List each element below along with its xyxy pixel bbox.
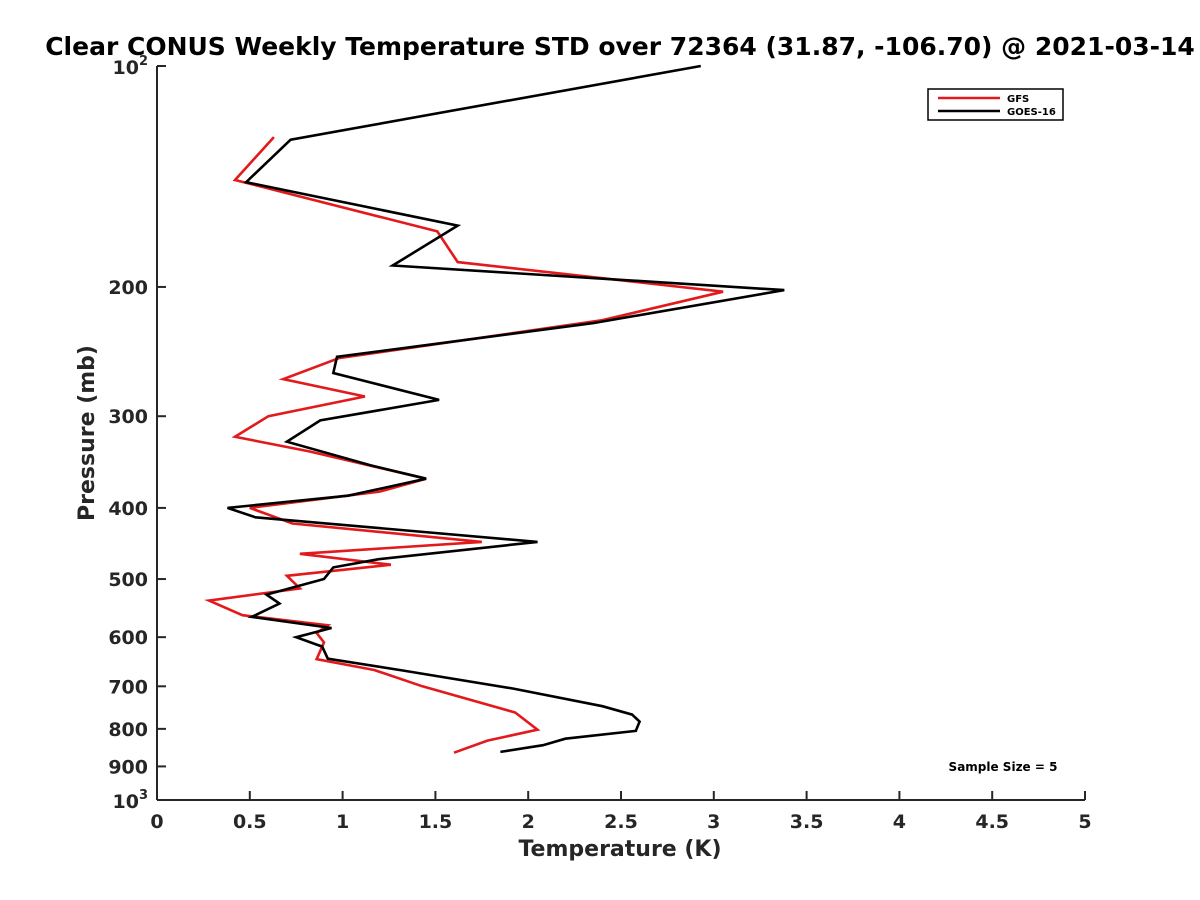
x-axis-label: Temperature (K) xyxy=(518,837,721,862)
y-tick-label: 800 xyxy=(108,719,148,741)
x-tick-label: 2 xyxy=(522,811,535,833)
x-tick-label: 2.5 xyxy=(604,811,638,833)
y-tick-label: 300 xyxy=(108,406,148,428)
y-tick-label-base: 10 xyxy=(113,57,139,79)
y-tick-label-base: 10 xyxy=(113,791,139,813)
legend-entry-label: GOES-16 xyxy=(1007,107,1056,118)
y-tick-label-exponent: 2 xyxy=(139,54,148,69)
x-tick-label: 5 xyxy=(1078,811,1091,833)
legend-box xyxy=(927,88,1064,121)
y-tick-label: 400 xyxy=(108,498,148,520)
y-axis-label: Pressure (mb) xyxy=(75,345,100,521)
y-tick-label: 600 xyxy=(108,627,148,649)
x-axis: 0 0.5 1 1.5 2 2.5 3 3.5 4 4.5 5 xyxy=(150,791,1092,833)
x-tick-label: 1 xyxy=(336,811,349,833)
x-tick-label: 1.5 xyxy=(419,811,453,833)
x-tick-label: 4 xyxy=(893,811,906,833)
y-tick-label-exponent: 3 xyxy=(139,788,148,803)
y-tick-label: 102 xyxy=(113,54,149,79)
legend: GFS GOES-16 xyxy=(927,88,1064,121)
y-tick-label: 700 xyxy=(108,676,148,698)
series-line-goes-16 xyxy=(227,64,785,754)
y-tick-label: 500 xyxy=(108,569,148,591)
x-tick-label: 0.5 xyxy=(233,811,267,833)
sample-size-annotation: Sample Size = 5 xyxy=(949,760,1058,774)
plot-area xyxy=(204,64,785,754)
y-tick-label: 900 xyxy=(108,756,148,778)
y-tick-label: 200 xyxy=(108,277,148,299)
x-tick-label: 3.5 xyxy=(790,811,824,833)
y-tick-label: 103 xyxy=(113,788,149,813)
legend-entry-label: GFS xyxy=(1007,94,1029,105)
x-tick-label: 0 xyxy=(150,811,163,833)
x-tick-label: 3 xyxy=(707,811,720,833)
chart-title: Clear CONUS Weekly Temperature STD over … xyxy=(45,32,1195,61)
x-tick-label: 4.5 xyxy=(975,811,1009,833)
